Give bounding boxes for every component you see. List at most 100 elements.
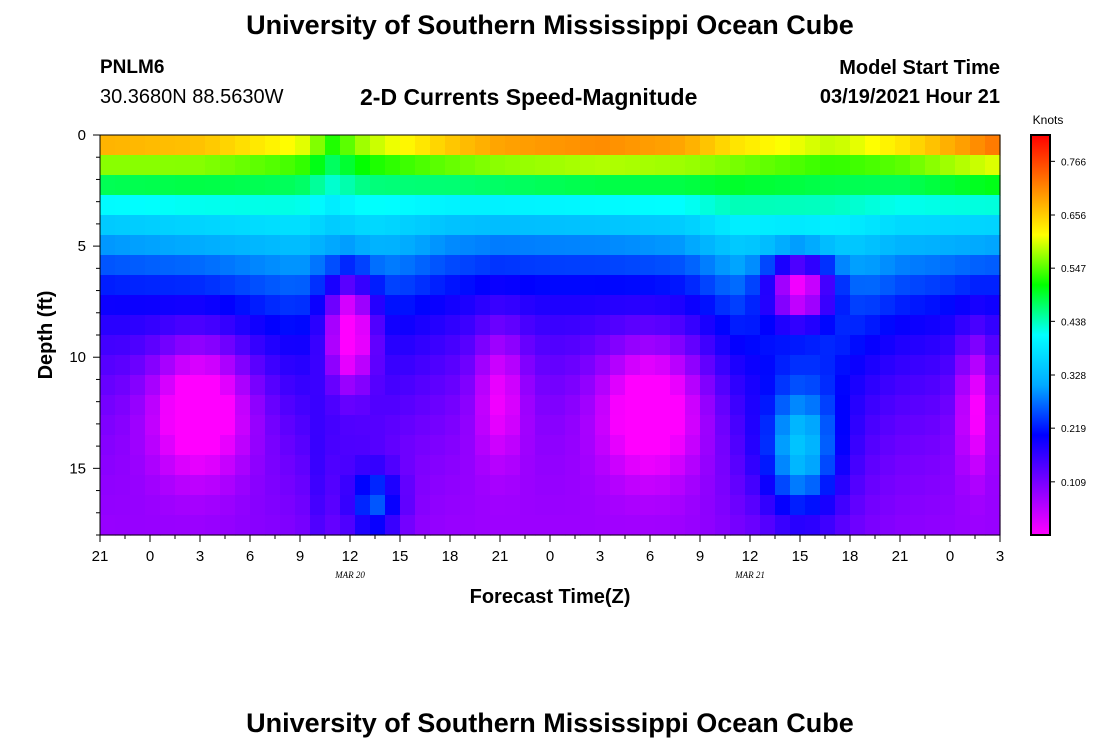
x-tick-label: 6 bbox=[246, 548, 254, 565]
x-tick-label: 15 bbox=[792, 548, 809, 565]
heatmap-cell bbox=[685, 315, 701, 336]
heatmap-cell bbox=[580, 515, 596, 536]
heatmap-cell bbox=[175, 475, 191, 496]
heatmap-cell bbox=[760, 255, 776, 276]
heatmap-cell bbox=[145, 335, 161, 356]
x-tick-label: 6 bbox=[646, 548, 654, 565]
heatmap-cell bbox=[895, 355, 911, 376]
heatmap-cell bbox=[910, 515, 926, 536]
model-start-label: Model Start Time bbox=[839, 57, 1000, 79]
heatmap-cell bbox=[835, 475, 851, 496]
heatmap-cell bbox=[430, 375, 446, 396]
heatmap-cell bbox=[640, 415, 656, 436]
heatmap-cell bbox=[145, 175, 161, 196]
heatmap-cell bbox=[475, 455, 491, 476]
heatmap-cell bbox=[985, 335, 1001, 356]
heatmap-cell bbox=[610, 155, 626, 176]
heatmap-cell bbox=[535, 135, 551, 156]
x-tick-label: 18 bbox=[842, 548, 859, 565]
heatmap-cell bbox=[745, 255, 761, 276]
heatmap-cell bbox=[625, 215, 641, 236]
heatmap-cell bbox=[205, 515, 221, 536]
heatmap-cell bbox=[100, 395, 116, 416]
heatmap-cell bbox=[220, 235, 236, 256]
heatmap-cell bbox=[595, 235, 611, 256]
heatmap-cell bbox=[340, 135, 356, 156]
heatmap-cell bbox=[625, 255, 641, 276]
heatmap-cell bbox=[415, 275, 431, 296]
heatmap-cell bbox=[865, 315, 881, 336]
heatmap-cell bbox=[670, 255, 686, 276]
heatmap-cell bbox=[625, 475, 641, 496]
heatmap-cell bbox=[790, 175, 806, 196]
heatmap-cell bbox=[970, 415, 986, 436]
heatmap-cell bbox=[475, 335, 491, 356]
heatmap-cell bbox=[985, 215, 1001, 236]
heatmap-cell bbox=[160, 235, 176, 256]
heatmap-cell bbox=[445, 195, 461, 216]
heatmap-cell bbox=[505, 375, 521, 396]
heatmap-cell bbox=[880, 235, 896, 256]
heatmap-cell bbox=[190, 315, 206, 336]
heatmap-cell bbox=[790, 295, 806, 316]
heatmap-cell bbox=[535, 175, 551, 196]
heatmap-cell bbox=[415, 335, 431, 356]
heatmap-cell bbox=[460, 335, 476, 356]
heatmap-cell bbox=[175, 495, 191, 516]
heatmap-cell bbox=[385, 135, 401, 156]
heatmap-cell bbox=[985, 435, 1001, 456]
date-label: MAR 20 bbox=[334, 570, 365, 580]
heatmap-cell bbox=[715, 455, 731, 476]
heatmap-cell bbox=[775, 215, 791, 236]
heatmap-cell bbox=[670, 315, 686, 336]
heatmap-cell bbox=[625, 515, 641, 536]
heatmap-cell bbox=[400, 455, 416, 476]
heatmap-cell bbox=[490, 335, 506, 356]
heatmap-cell bbox=[475, 375, 491, 396]
heatmap-cell bbox=[805, 255, 821, 276]
heatmap-cell bbox=[505, 215, 521, 236]
heatmap-cell bbox=[310, 315, 326, 336]
heatmap-cell bbox=[355, 355, 371, 376]
heatmap-cell bbox=[355, 375, 371, 396]
heatmap-cell bbox=[250, 475, 266, 496]
heatmap-cell bbox=[565, 315, 581, 336]
heatmap-cell bbox=[820, 395, 836, 416]
heatmap-cell bbox=[805, 235, 821, 256]
heatmap-cell bbox=[685, 135, 701, 156]
heatmap-cell bbox=[280, 135, 296, 156]
heatmap-cell bbox=[805, 135, 821, 156]
heatmap-cell bbox=[415, 455, 431, 476]
x-tick-label: 21 bbox=[892, 548, 909, 565]
heatmap-cell bbox=[775, 295, 791, 316]
heatmap-cell bbox=[430, 215, 446, 236]
heatmap-cell bbox=[595, 355, 611, 376]
heatmap-cell bbox=[550, 455, 566, 476]
heatmap-cell bbox=[955, 475, 971, 496]
heatmap-cell bbox=[745, 355, 761, 376]
heatmap-cell bbox=[100, 295, 116, 316]
heatmap-cell bbox=[595, 175, 611, 196]
heatmap-cell bbox=[580, 175, 596, 196]
heatmap-cells bbox=[100, 135, 1001, 536]
heatmap-cell bbox=[325, 235, 341, 256]
heatmap-cell bbox=[700, 415, 716, 436]
heatmap-cell bbox=[625, 435, 641, 456]
heatmap-cell bbox=[730, 315, 746, 336]
heatmap-cell bbox=[130, 175, 146, 196]
heatmap-cell bbox=[355, 155, 371, 176]
heatmap-cell bbox=[775, 515, 791, 536]
heatmap-cell bbox=[280, 395, 296, 416]
heatmap-cell bbox=[880, 255, 896, 276]
heatmap-cell bbox=[190, 215, 206, 236]
heatmap-cell bbox=[370, 315, 386, 336]
heatmap-cell bbox=[700, 375, 716, 396]
heatmap-cell bbox=[295, 375, 311, 396]
heatmap-cell bbox=[940, 395, 956, 416]
heatmap-cell bbox=[835, 235, 851, 256]
heatmap-cell bbox=[370, 515, 386, 536]
heatmap-cell bbox=[400, 195, 416, 216]
heatmap-cell bbox=[985, 515, 1001, 536]
heatmap-cell bbox=[325, 195, 341, 216]
heatmap-cell bbox=[865, 435, 881, 456]
